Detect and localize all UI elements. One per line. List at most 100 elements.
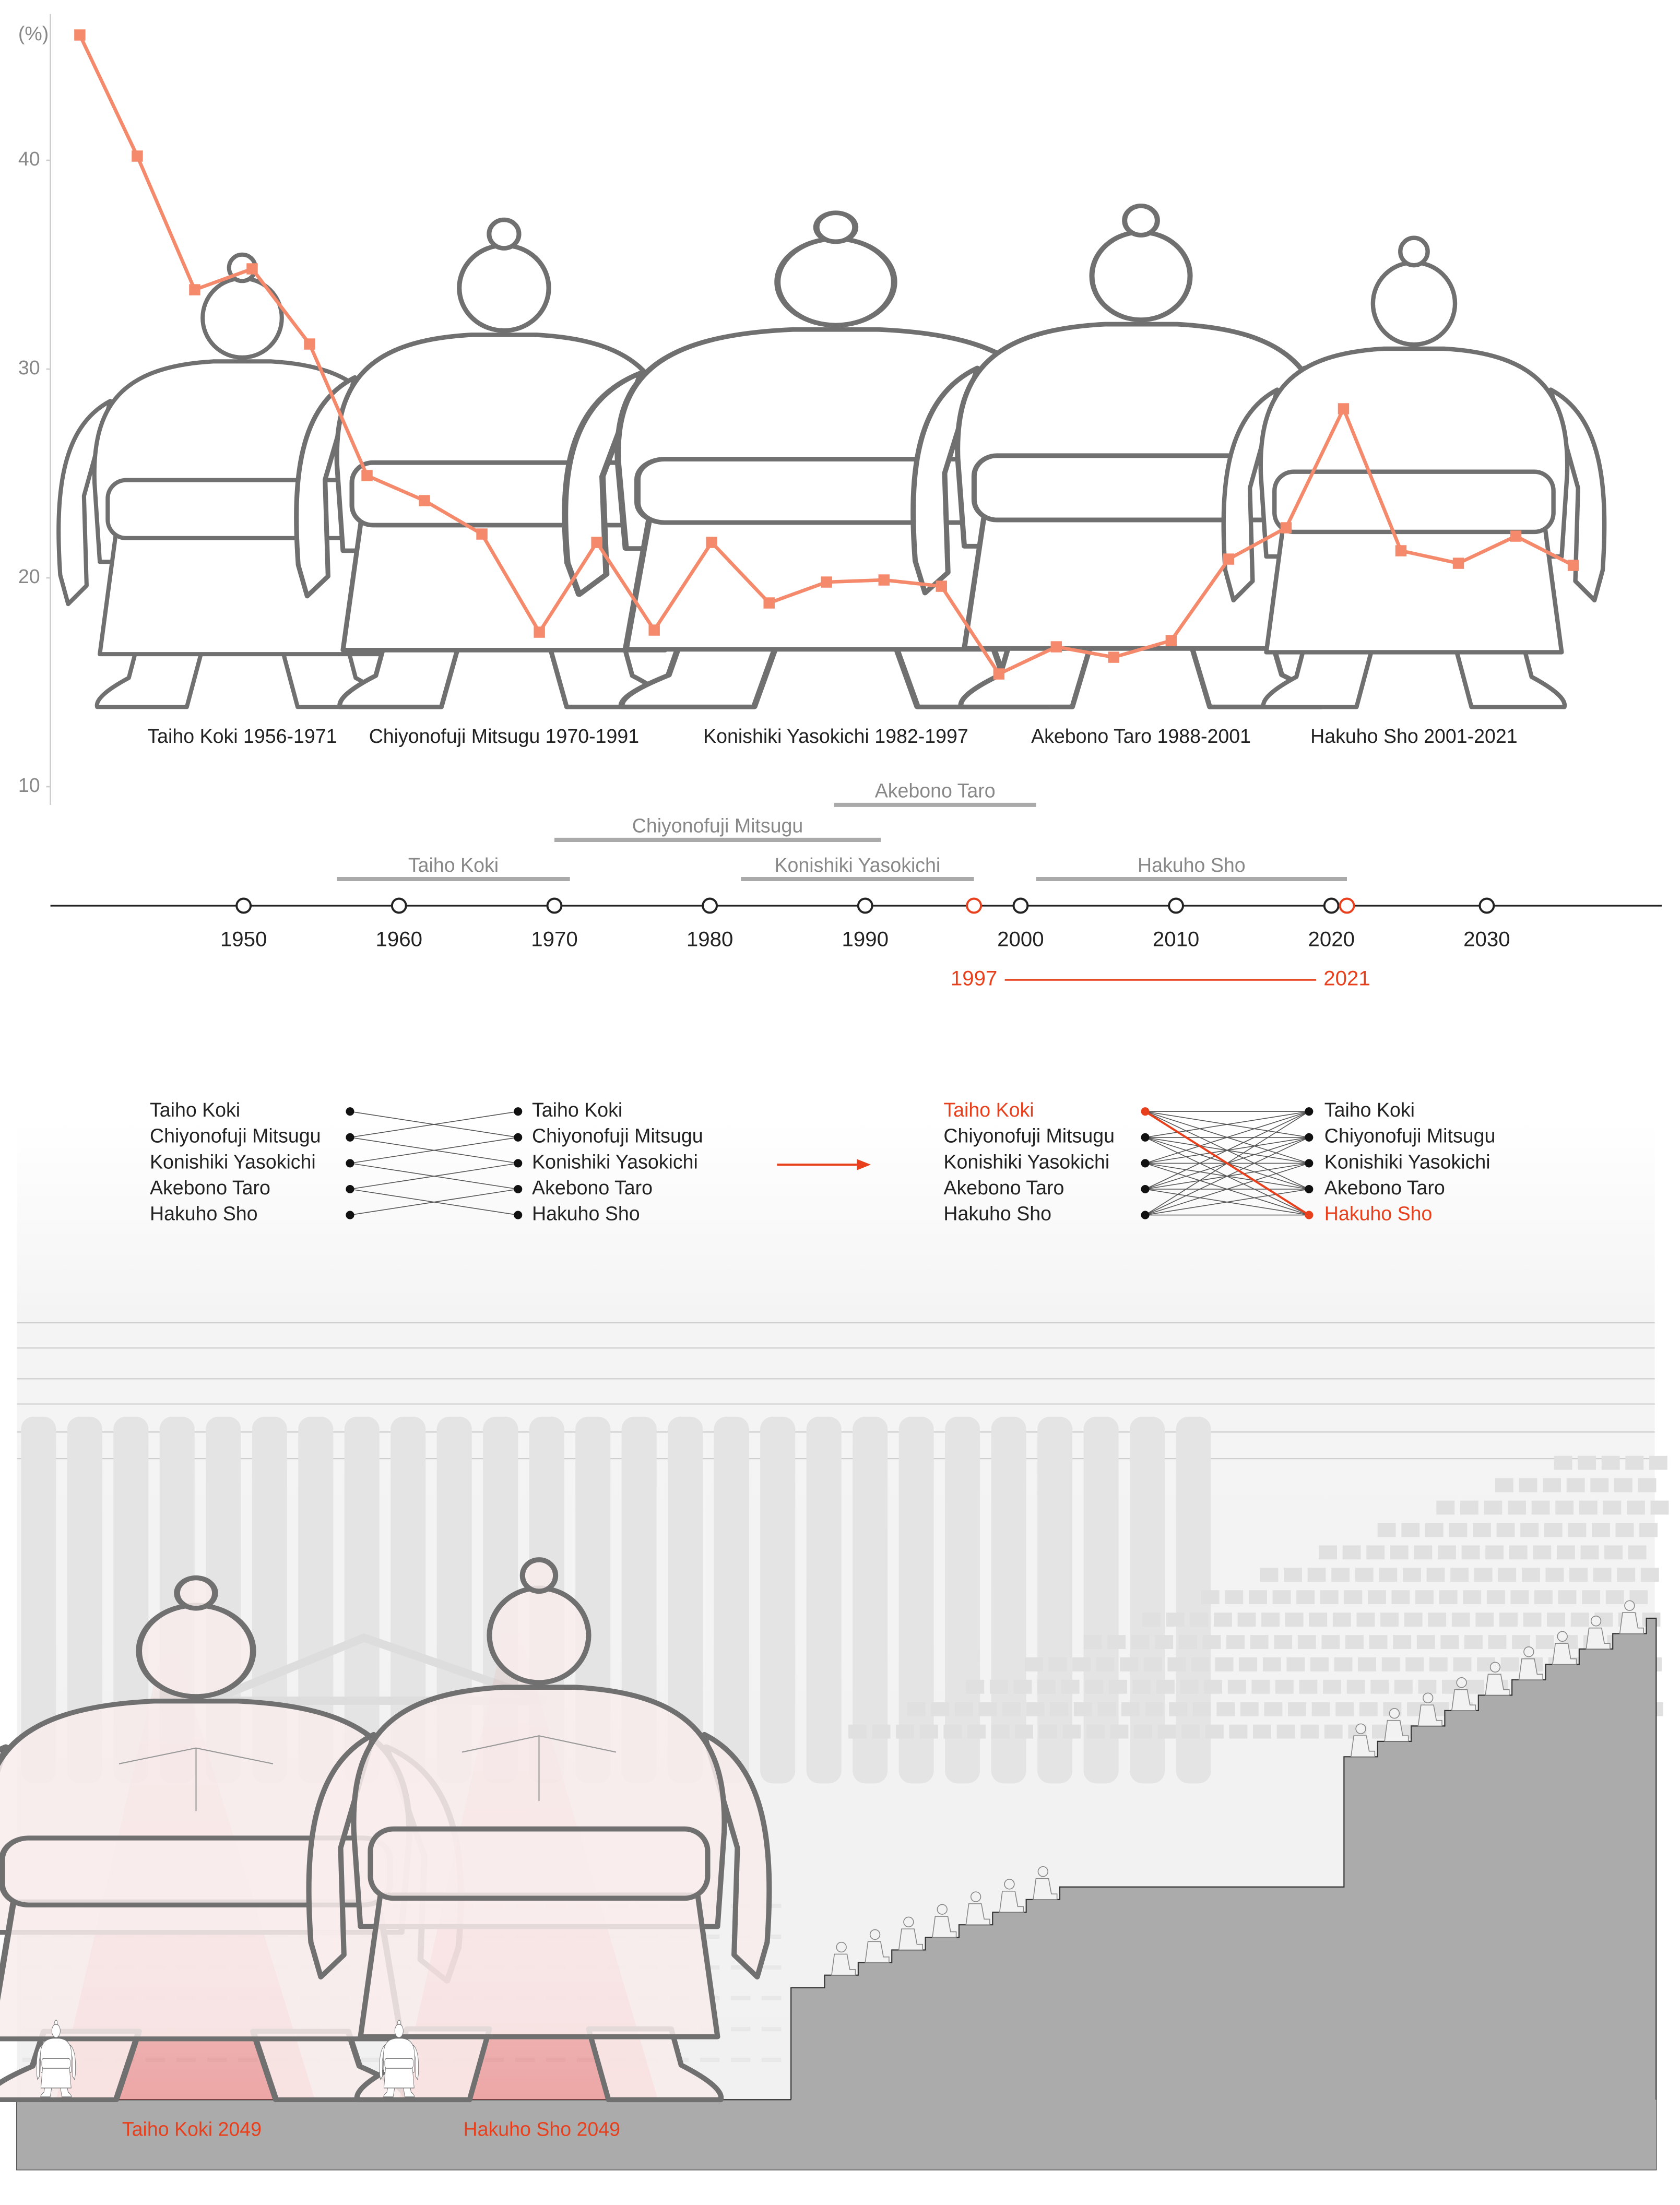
pillar — [344, 1416, 380, 1784]
seat — [1592, 1523, 1610, 1537]
pillar — [668, 1416, 703, 1784]
seat — [1544, 1523, 1563, 1537]
spectator-body — [932, 1916, 957, 1938]
spectator-head — [937, 1904, 948, 1915]
spectator-head — [1004, 1879, 1015, 1890]
link — [1145, 1163, 1309, 1216]
spectator-body — [1417, 1704, 1442, 1727]
figure-label: Hakuho Sho 2001-2021 — [1310, 725, 1517, 747]
y-tick-label: 40 — [18, 148, 40, 170]
seat — [1450, 1568, 1469, 1582]
seat — [1509, 1545, 1528, 1560]
pillar — [21, 1416, 56, 1784]
seat — [1073, 1702, 1092, 1716]
point — [132, 150, 143, 162]
seat — [1627, 1500, 1645, 1515]
seat — [1425, 1523, 1444, 1537]
link — [1145, 1189, 1309, 1216]
spectator-head — [1489, 1662, 1501, 1673]
spectator-body — [1033, 1878, 1058, 1900]
name-right: Akebono Taro — [1324, 1177, 1445, 1199]
seat — [1356, 1613, 1375, 1627]
name-right: Hakuho Sho — [532, 1203, 640, 1225]
seat — [1191, 1657, 1210, 1671]
seat — [1037, 1679, 1056, 1694]
robot-panel — [119, 1747, 274, 1811]
spectator-body — [1451, 1689, 1476, 1711]
spectator-head — [1389, 1708, 1400, 1719]
name-left: Konishiki Yasokichi — [150, 1151, 316, 1172]
seat — [1465, 1679, 1484, 1694]
seat — [1249, 1590, 1267, 1605]
seat — [1284, 1568, 1302, 1582]
seat — [1062, 1724, 1081, 1739]
name-left: Chiyonofuji Mitsugu — [150, 1125, 321, 1147]
spectator-head — [1590, 1616, 1602, 1627]
seat — [1331, 1568, 1350, 1582]
seat — [1415, 1590, 1434, 1605]
name-left: Taiho Koki — [943, 1099, 1034, 1121]
figure-label: Taiho Koki 1956-1971 — [147, 725, 337, 747]
floor-dash — [700, 2057, 720, 2062]
seat — [1379, 1568, 1398, 1582]
pillar — [621, 1416, 657, 1784]
seat — [1250, 1635, 1269, 1649]
floor-dash — [730, 1965, 751, 1970]
seat — [1369, 1635, 1388, 1649]
seat — [1580, 1545, 1599, 1560]
year-marker — [1323, 897, 1340, 914]
node — [514, 1107, 523, 1116]
seat — [1166, 1613, 1185, 1627]
seat — [1547, 1613, 1566, 1627]
node — [1141, 1107, 1150, 1116]
node — [1305, 1107, 1314, 1116]
spectator-head — [970, 1891, 981, 1902]
name-left: Taiho Koki — [150, 1099, 240, 1121]
seat — [1556, 1545, 1575, 1560]
seat — [1418, 1679, 1437, 1694]
seat — [907, 1702, 926, 1716]
spectator-body — [1485, 1674, 1510, 1696]
seat — [1345, 1635, 1364, 1649]
arrow-head — [857, 1159, 871, 1170]
seat — [1253, 1724, 1271, 1739]
spectator-body — [1384, 1720, 1409, 1742]
seat — [1288, 1702, 1306, 1716]
career-label: Konishiki Yasokichi — [774, 854, 940, 876]
seat — [1061, 1679, 1080, 1694]
seat — [1038, 1724, 1057, 1739]
y-tick-label: 10 — [18, 774, 40, 796]
seat — [1367, 1590, 1386, 1605]
seat — [1300, 1724, 1319, 1739]
spectator-body — [965, 1903, 990, 1925]
name-right: Chiyonofuji Mitsugu — [532, 1125, 703, 1147]
name-left: Konishiki Yasokichi — [943, 1151, 1109, 1172]
seat — [1240, 1702, 1259, 1716]
ground — [17, 2100, 1657, 2170]
floor-dash — [761, 1934, 782, 1939]
seat — [1495, 1478, 1513, 1492]
seat — [1534, 1590, 1553, 1605]
seat — [1342, 1545, 1361, 1560]
seat — [1533, 1545, 1552, 1560]
point — [591, 537, 602, 548]
seat — [1015, 1724, 1034, 1739]
spectator-body — [1518, 1658, 1543, 1680]
year-marker — [1478, 897, 1495, 914]
point — [1510, 530, 1522, 542]
seat — [848, 1724, 867, 1739]
seat — [1638, 1478, 1657, 1492]
spectator-head — [1355, 1723, 1366, 1734]
spectator-head — [1037, 1866, 1049, 1877]
seat — [1310, 1657, 1329, 1671]
point — [878, 574, 890, 586]
node — [1141, 1133, 1150, 1142]
seat — [1215, 1657, 1234, 1671]
seat — [1239, 1657, 1258, 1671]
seat — [1440, 1635, 1459, 1649]
point — [189, 284, 200, 295]
seat — [1086, 1724, 1105, 1739]
seat — [1132, 1679, 1151, 1694]
point — [534, 626, 545, 638]
highlight-marker — [966, 897, 983, 914]
